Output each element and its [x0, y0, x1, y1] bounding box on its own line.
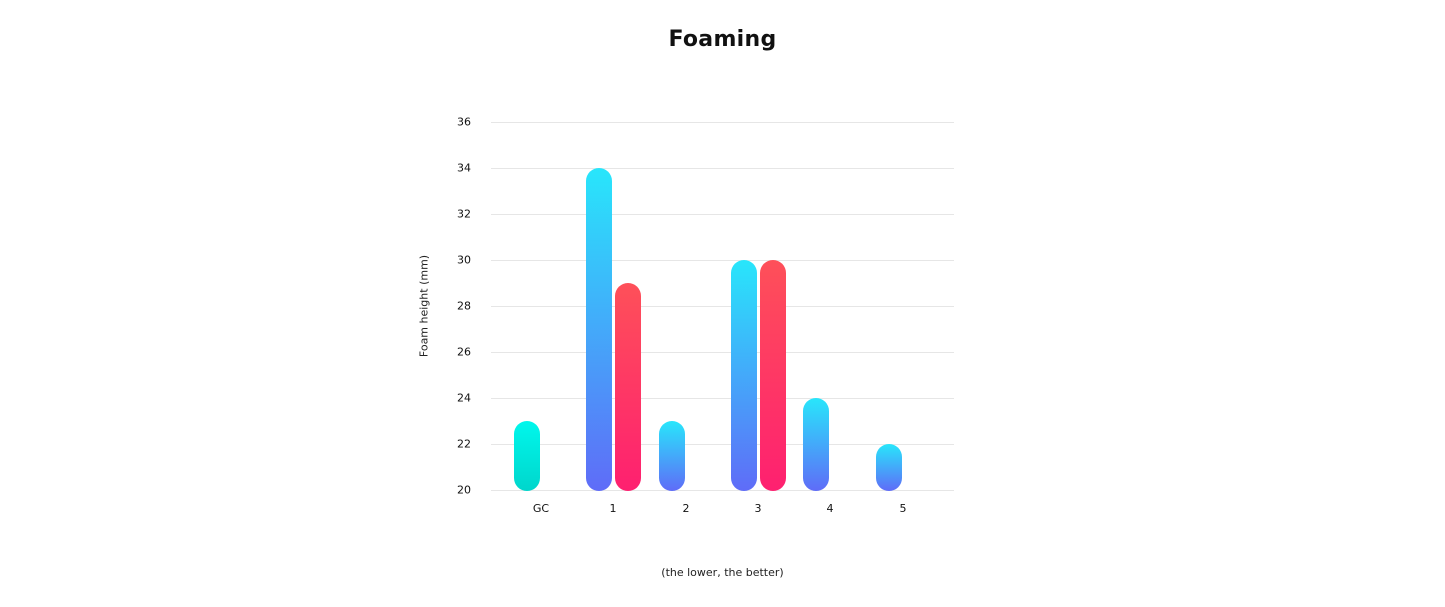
bar-1 — [615, 283, 641, 491]
bar-3 — [731, 260, 757, 491]
x-tick-label: 2 — [682, 502, 690, 515]
x-tick-label: 1 — [609, 502, 617, 515]
bar-2 — [659, 421, 685, 491]
grid-line — [491, 444, 954, 445]
y-tick-label: 32 — [457, 207, 471, 221]
chart-title: Foaming — [668, 27, 777, 52]
bar-3 — [760, 260, 786, 491]
x-tick-label: GC — [532, 502, 550, 515]
grid-line — [491, 306, 954, 307]
x-tick-label: 4 — [826, 502, 834, 515]
grid-line — [491, 352, 954, 353]
grid-line — [491, 260, 954, 261]
x-tick-label: 5 — [899, 502, 907, 515]
y-tick-label: 24 — [457, 391, 471, 405]
y-tick-label: 28 — [457, 299, 471, 313]
grid-line — [491, 168, 954, 169]
x-axis-note: (the lower, the better) — [661, 566, 784, 579]
y-tick-label: 30 — [457, 253, 471, 267]
y-tick-label: 36 — [457, 115, 471, 129]
y-tick-label: 20 — [457, 483, 471, 497]
x-tick-label: 3 — [754, 502, 762, 515]
grid-line — [491, 122, 954, 123]
grid-line — [491, 490, 954, 491]
y-tick-label: 22 — [457, 437, 471, 451]
bar-gc — [514, 421, 540, 491]
bar-1 — [586, 168, 612, 491]
y-tick-label: 34 — [457, 161, 471, 175]
bar-5 — [876, 444, 902, 491]
y-axis-label: Foam height (mm) — [417, 254, 431, 358]
grid-line — [491, 398, 954, 399]
y-tick-label: 26 — [457, 345, 471, 359]
bar-4 — [803, 398, 829, 491]
grid-line — [491, 214, 954, 215]
